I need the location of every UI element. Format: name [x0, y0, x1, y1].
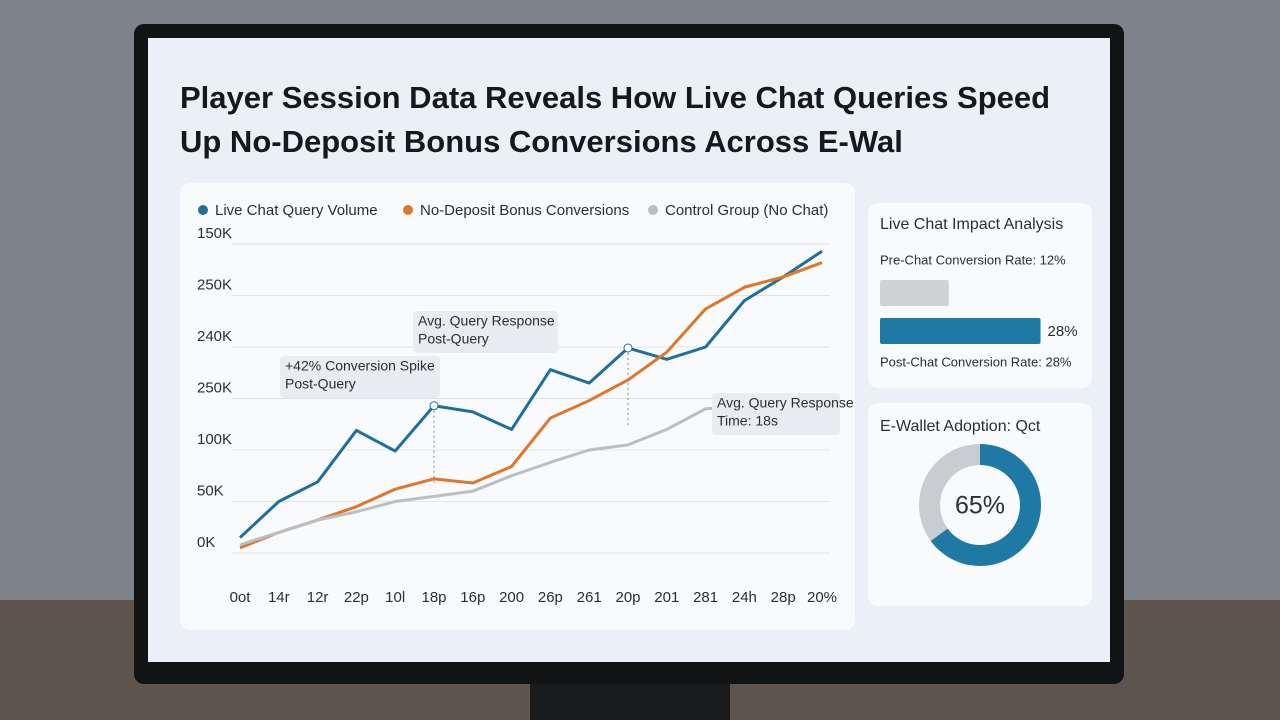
chart-card [180, 183, 855, 630]
donut-center-label: 65% [955, 492, 1005, 520]
bar-label: Post-Chat Conversion Rate: 28% [880, 354, 1072, 369]
bar [880, 280, 949, 306]
x-tick-label: 10l [385, 589, 405, 606]
x-tick-label: 28p [771, 589, 796, 606]
annotation-box [413, 311, 558, 353]
series-line [239, 261, 823, 550]
x-tick-label: 0ot [230, 589, 252, 606]
x-tick-label: 20% [807, 589, 837, 606]
x-tick-label: 12r [307, 589, 329, 606]
bar [880, 318, 1041, 344]
x-tick-label: 281 [693, 589, 718, 606]
y-tick-label: 0K [197, 534, 215, 551]
y-tick-label: 150K [197, 225, 232, 242]
bar-value-label: 28% [1048, 323, 1078, 340]
impact-title: Live Chat Impact Analysis [880, 216, 1063, 233]
x-tick-label: 261 [577, 589, 602, 606]
annotation-text: Post-Query [418, 331, 489, 347]
annotation-dot [623, 343, 633, 353]
legend-label: Control Group (No Chat) [665, 202, 828, 219]
x-tick-label: 26p [538, 589, 563, 606]
legend-label: No-Deposit Bonus Conversions [420, 202, 629, 219]
x-tick-label: 201 [654, 589, 679, 606]
legend-marker [198, 205, 208, 215]
x-tick-label: 14r [268, 589, 290, 606]
legend-marker [403, 205, 413, 215]
x-tick-label: 200 [499, 589, 524, 606]
y-tick-label: 100K [197, 431, 232, 448]
donut-slice [930, 444, 1041, 566]
annotation-text: Time: 18s [717, 413, 778, 429]
annotation-text: Post-Query [285, 376, 356, 392]
annotation-box [712, 393, 840, 435]
series-line [238, 249, 823, 539]
annotation-text: Avg. Query Response [418, 313, 555, 329]
annotation-text: +42% Conversion Spike [285, 358, 435, 374]
donut-title: E-Wallet Adoption: Qct [880, 418, 1041, 435]
annotation-box [280, 356, 440, 398]
donut-slice [918, 443, 980, 541]
x-tick-label: 18p [421, 589, 446, 606]
bar-label: Pre-Chat Conversion Rate: 12% [880, 252, 1066, 267]
annotation-dot [429, 401, 439, 411]
x-tick-label: 16p [460, 589, 485, 606]
legend-label: Live Chat Query Volume [215, 202, 378, 219]
y-tick-label: 50K [197, 482, 224, 499]
x-tick-label: 22p [344, 589, 369, 606]
y-tick-label: 250K [197, 276, 232, 293]
legend-marker [648, 205, 658, 215]
page-title: Player Session Data Reveals How Live Cha… [180, 80, 1051, 159]
y-tick-label: 240K [197, 328, 232, 345]
y-tick-label: 250K [197, 379, 232, 396]
annotation-text: Avg. Query Response [717, 395, 854, 411]
x-tick-label: 24h [732, 589, 757, 606]
x-tick-label: 20p [615, 589, 640, 606]
donut-card [868, 403, 1092, 606]
